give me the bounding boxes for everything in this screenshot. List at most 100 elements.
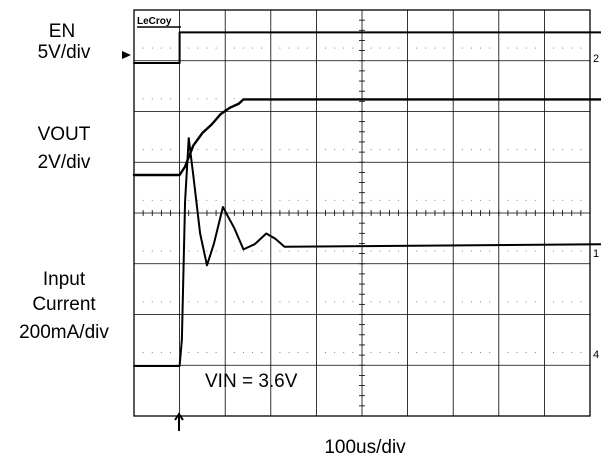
grid-dot [242, 199, 244, 201]
grid-dot [334, 352, 336, 354]
channel-3-scale: 200mA/div [19, 322, 109, 343]
grid-dot [379, 352, 381, 354]
grid-dot [324, 47, 327, 49]
grid-dot [434, 47, 436, 49]
grid-dot [388, 47, 390, 49]
grid-dot [142, 199, 144, 201]
grid-dot [443, 199, 445, 201]
grid-dot [425, 352, 427, 354]
grid-dot [416, 352, 418, 354]
grid-dot [206, 98, 208, 100]
grid-dot [252, 149, 254, 151]
grid-dot [252, 301, 254, 303]
grid-dot [580, 250, 582, 252]
grid-dot [516, 47, 518, 49]
grid-dot [215, 250, 217, 252]
grid-dot [324, 352, 327, 354]
grid-dot [334, 250, 336, 252]
grid-dot [188, 47, 190, 49]
grid-dot [324, 250, 327, 252]
grid-dot [288, 47, 290, 49]
grid-dot [461, 301, 463, 303]
grid-dot [489, 250, 491, 252]
grid-dot [151, 301, 153, 303]
grid-dot [297, 352, 299, 354]
grid-dot [288, 199, 290, 201]
grid-dot [160, 199, 162, 201]
grid-dot [197, 199, 199, 201]
grid-dot [306, 199, 308, 201]
grid-dot [571, 47, 573, 49]
grid-dot [580, 47, 582, 49]
grid-dot [242, 47, 244, 49]
grid-dot [489, 149, 491, 151]
grid-dot [197, 47, 199, 49]
grid-dot [580, 199, 582, 201]
grid-dot [425, 250, 427, 252]
grid-dot [233, 352, 235, 354]
grid-dot [215, 352, 217, 354]
grid-dot [306, 149, 308, 151]
grid-dot [188, 199, 190, 201]
grid-dot [370, 149, 372, 151]
grid-dot [188, 352, 190, 354]
grid-dot [562, 47, 564, 49]
grid-dot [288, 149, 290, 151]
grid-dot [370, 199, 372, 201]
channel-3-marker: 4 [593, 349, 599, 361]
grid-dot [434, 149, 436, 151]
grid-dot [242, 301, 244, 303]
grid-dot [306, 352, 308, 354]
grid-dot [516, 301, 518, 303]
channel-1-marker: 2 [593, 53, 599, 65]
grid-dot [169, 149, 172, 151]
grid-dot [160, 301, 162, 303]
grid-dot [188, 250, 190, 252]
grid-dot [534, 149, 536, 151]
grid-dot [334, 301, 336, 303]
channel-2-scale: 2V/div [38, 152, 91, 173]
grid-dot [206, 149, 208, 151]
grid-dot [580, 301, 582, 303]
grid-dot [388, 149, 390, 151]
grid-dot [215, 98, 217, 100]
grid-dot [233, 301, 235, 303]
channel-1-reference-arrow [122, 51, 131, 59]
grid-dot [142, 47, 144, 49]
grid-dot [416, 47, 418, 49]
channel-2-label: VOUT [38, 124, 91, 145]
grid-dot [352, 149, 354, 151]
grid-dot [397, 149, 400, 151]
grid-dot [343, 352, 345, 354]
grid-dot [261, 352, 263, 354]
grid-dot [306, 250, 308, 252]
grid-dot [261, 47, 263, 49]
grid-dot [370, 47, 372, 49]
grid-dot [151, 47, 153, 49]
grid-dot [324, 149, 327, 151]
grid-dot [370, 301, 372, 303]
grid-dot [379, 199, 381, 201]
grid-dot [388, 199, 390, 201]
grid-dot [252, 250, 254, 252]
grid-dot [197, 250, 199, 252]
grid-dot [169, 301, 172, 303]
grid-dot [516, 250, 518, 252]
grid-dot [489, 47, 491, 49]
grid-dot [160, 149, 162, 151]
grid-dot [443, 47, 445, 49]
grid-dot [169, 199, 172, 201]
grid-dot [507, 250, 509, 252]
grid-dot [480, 352, 482, 354]
grid-dot [443, 352, 445, 354]
grid-dot [252, 199, 254, 201]
grid-dot [279, 149, 281, 151]
grid-dot [443, 250, 445, 252]
grid-dot [306, 301, 308, 303]
grid-dot [334, 149, 336, 151]
grid-dot [388, 352, 390, 354]
grid-dot [352, 301, 354, 303]
grid-dot [507, 149, 509, 151]
grid-dot [480, 149, 482, 151]
grid-dot [489, 199, 491, 201]
